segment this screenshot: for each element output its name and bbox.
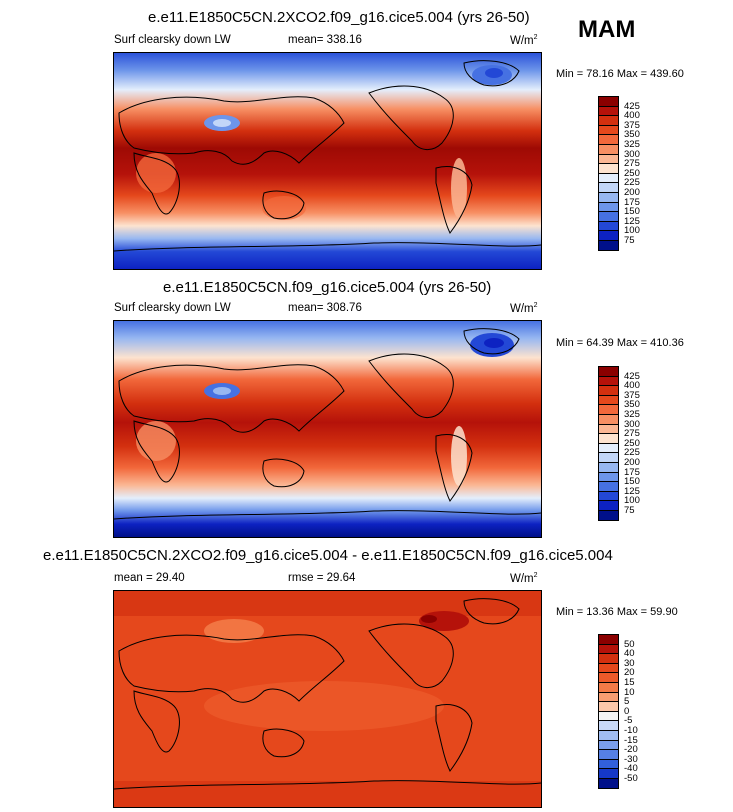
colorbar-tick-label: 175: [624, 196, 640, 208]
colorbar-tick-label: 150: [624, 476, 640, 488]
colorbar-tick-label: 250: [624, 167, 640, 179]
panel-2-minmax: Min = 64.39 Max = 410.36: [556, 337, 684, 349]
panel-3-colorbar: [598, 634, 619, 789]
colorbar-tick-label: 50: [624, 638, 635, 650]
colorbar-tick-label: 325: [624, 139, 640, 150]
panel-2-colorbar-boxes: [598, 366, 619, 521]
colorbar-tick-label: 350: [624, 399, 640, 411]
panel-3-units: W/m2: [510, 572, 538, 585]
panel-1-map-plot: [114, 53, 541, 269]
panel-3-title: e.e11.E1850C5CN.2XCO2.f09_g16.cice5.004 …: [43, 547, 613, 564]
panel-3-minmax: Min = 13.36 Max = 59.90: [556, 606, 678, 618]
colorbar-tick-label: 75: [624, 235, 635, 246]
colorbar-tick-label: 20: [624, 667, 635, 679]
colorbar-tick-label: 275: [624, 158, 640, 170]
colorbar-tick-label: 375: [624, 389, 640, 401]
colorbar-tick-label: 225: [624, 447, 640, 459]
panel-2-colorbar: [598, 366, 619, 521]
season-label: MAM: [578, 16, 636, 43]
colorbar-tick-label: -15: [624, 734, 638, 746]
colorbar-tick-label: -20: [624, 744, 638, 756]
colorbar-tick-label: -50: [624, 773, 638, 784]
colorbar-tick-label: 225: [624, 177, 640, 189]
colorbar-tick-label: 100: [624, 495, 640, 507]
panel-1-colorbar-boxes: [598, 96, 619, 251]
colorbar-tick-label: 350: [624, 129, 640, 141]
colorbar-tick-label: 425: [624, 370, 640, 382]
colorbar-tick-label: 40: [624, 648, 635, 660]
panel-3-colorbar-boxes: [598, 634, 619, 789]
panel-2-variable-label: Surf clearsky down LW: [114, 302, 231, 314]
colorbar-tick-label: 400: [624, 380, 640, 392]
colorbar-tick-label: -40: [624, 763, 638, 775]
colorbar-tick-label: 275: [624, 428, 640, 440]
panel-1-title: e.e11.E1850C5CN.2XCO2.f09_g16.cice5.004 …: [148, 9, 530, 26]
panel-1-minmax: Min = 78.16 Max = 439.60: [556, 68, 684, 80]
colorbar-tick-label: 150: [624, 206, 640, 218]
panel-1-map: [113, 52, 542, 270]
colorbar-box: [598, 777, 619, 789]
colorbar-tick-label: 175: [624, 466, 640, 478]
colorbar-tick-label: 300: [624, 148, 640, 160]
panel-1-colorbar: [598, 96, 619, 251]
panel-3-rmse-label: rmse = 29.64: [288, 572, 356, 584]
colorbar-tick-label: 100: [624, 225, 640, 237]
colorbar-tick-label: 0: [624, 705, 630, 717]
colorbar-tick-label: 125: [624, 215, 640, 227]
panel-2-mean-label: mean= 308.76: [288, 302, 362, 314]
colorbar-tick-label: -10: [624, 725, 638, 736]
colorbar-tick-label: 375: [624, 119, 640, 131]
colorbar-tick-label: -30: [624, 753, 638, 765]
colorbar-tick-label: 30: [624, 657, 635, 669]
panel-3-map: [113, 590, 542, 808]
colorbar-tick-label: 400: [624, 110, 640, 122]
colorbar-tick-label: 10: [624, 686, 635, 698]
colorbar-box: [598, 509, 619, 521]
colorbar-tick-label: 425: [624, 100, 640, 112]
panel-1-mean-label: mean= 338.16: [288, 34, 362, 46]
panel-2-units: W/m2: [510, 302, 538, 315]
colorbar-tick-label: 5: [624, 696, 630, 708]
panel-1-variable-label: Surf clearsky down LW: [114, 34, 231, 46]
panel-3-mean-label: mean = 29.40: [114, 572, 185, 584]
panel-2-title: e.e11.E1850C5CN.f09_g16.cice5.004 (yrs 2…: [163, 279, 492, 296]
panel-3-map-plot: [114, 591, 541, 807]
colorbar-tick-label: 15: [624, 677, 635, 688]
colorbar-tick-label: 75: [624, 505, 635, 516]
colorbar-box: [598, 239, 619, 251]
colorbar-tick-label: -5: [624, 715, 633, 727]
colorbar-tick-label: 300: [624, 418, 640, 430]
colorbar-tick-label: 250: [624, 437, 640, 449]
colorbar-tick-label: 125: [624, 485, 640, 497]
panel-2-map-plot: [114, 321, 541, 537]
colorbar-tick-label: 325: [624, 409, 640, 420]
panel-2-map: [113, 320, 542, 538]
colorbar-tick-label: 200: [624, 187, 640, 198]
colorbar-tick-label: 200: [624, 457, 640, 468]
panel-1-units: W/m2: [510, 34, 538, 47]
